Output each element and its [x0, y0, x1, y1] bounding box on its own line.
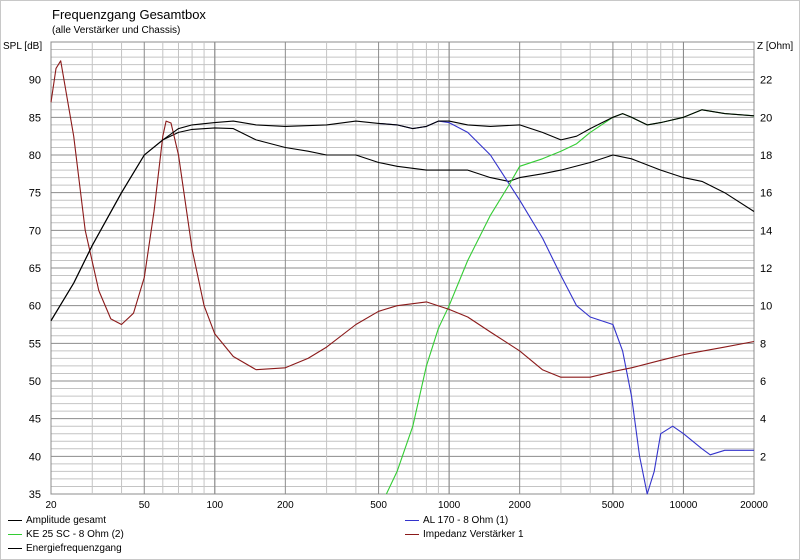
legend-label: Energiefrequenzgang [26, 543, 122, 554]
y-right-tick-label: 10 [760, 301, 772, 313]
x-tick-label: 100 [206, 500, 223, 511]
x-tick-label: 20 [45, 500, 57, 511]
x-tick-label: 2000 [509, 500, 532, 511]
y-right-tick-label: 14 [760, 225, 772, 237]
x-tick-label: 200 [277, 500, 294, 511]
y-right-tick-label: 18 [760, 150, 772, 162]
legend-swatch [8, 533, 22, 535]
legend-entry: Energiefrequenzgang [8, 543, 122, 554]
legend-entry: Impedanz Verstärker 1 [405, 529, 524, 540]
legend-swatch [8, 519, 22, 521]
y-right-tick-label: 12 [760, 263, 772, 275]
legend-entry: KE 25 SC - 8 Ohm (2) [8, 529, 124, 540]
x-tick-label: 1000 [438, 500, 461, 511]
y-right-tick-label: 22 [760, 75, 772, 87]
y-left-tick-label: 45 [29, 414, 41, 426]
y-right-tick-label: 20 [760, 112, 772, 124]
legend-label: KE 25 SC - 8 Ohm (2) [26, 529, 124, 540]
x-tick-label: 500 [370, 500, 387, 511]
legend-swatch [405, 519, 419, 521]
legend-swatch [8, 547, 22, 549]
chart-title: Frequenzgang Gesamtbox [52, 7, 206, 22]
x-tick-label: 50 [139, 500, 151, 511]
y-right-tick-label: 16 [760, 188, 772, 200]
y-left-tick-label: 55 [29, 338, 41, 350]
y-left-tick-label: 90 [29, 75, 41, 87]
y-axis-right-label: Z [Ohm] [757, 41, 794, 52]
legend-label: Amplitude gesamt [26, 515, 107, 526]
y-left-tick-label: 35 [29, 489, 41, 501]
y-right-tick-label: 4 [760, 414, 766, 426]
series-line-4 [50, 60, 755, 378]
y-left-tick-label: 75 [29, 188, 41, 200]
y-left-tick-label: 85 [29, 112, 41, 124]
y-right-tick-label: 2 [760, 451, 766, 463]
chart-subtitle: (alle Verstärker und Chassis) [52, 25, 181, 36]
legend-entry: Amplitude gesamt [8, 515, 106, 526]
y-left-tick-label: 65 [29, 263, 41, 275]
y-left-tick-label: 40 [29, 451, 41, 463]
series-line-5 [50, 109, 755, 321]
y-right-tick-label: 6 [760, 376, 766, 388]
y-axis-left-label: SPL [dB] [3, 41, 43, 52]
legend-label: Impedanz Verstärker 1 [423, 529, 524, 540]
series-line-1 [50, 127, 755, 321]
y-left-tick-label: 50 [29, 376, 41, 388]
x-tick-label: 10000 [670, 500, 698, 511]
legend-entry: AL 170 - 8 Ohm (1) [405, 515, 508, 526]
x-tick-label: 20000 [740, 500, 768, 511]
y-left-tick-label: 60 [29, 301, 41, 313]
legend-label: AL 170 - 8 Ohm (1) [423, 515, 509, 526]
x-tick-label: 5000 [602, 500, 625, 511]
y-left-tick-label: 80 [29, 150, 41, 162]
y-left-tick-label: 70 [29, 225, 41, 237]
y-right-tick-label: 8 [760, 338, 766, 350]
legend-swatch [405, 533, 419, 535]
